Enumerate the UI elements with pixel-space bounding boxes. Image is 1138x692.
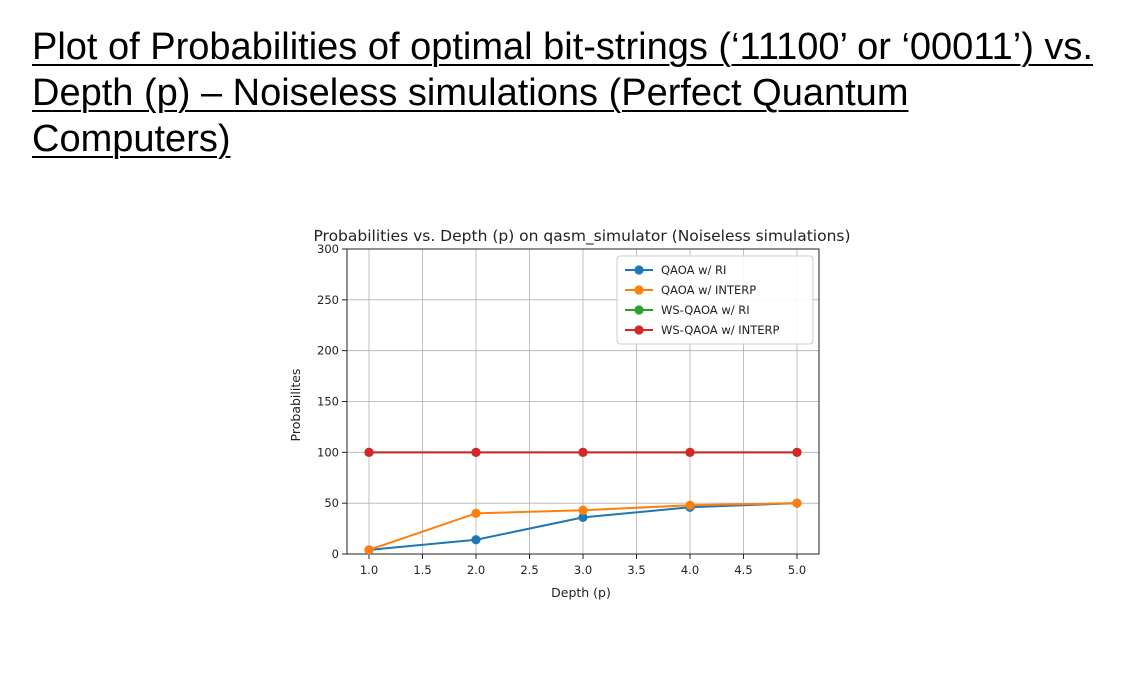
line-chart: Probabilities vs. Depth (p) on qasm_simu… [288,227,851,600]
y-tick-label: 150 [317,395,339,409]
data-point [578,447,588,457]
x-tick-label: 2.5 [520,563,538,577]
data-point [471,447,481,457]
x-tick-label: 5.0 [788,563,806,577]
data-point [364,545,374,555]
x-axis-label: Depth (p) [551,585,611,600]
data-point [792,498,802,508]
data-point [578,505,588,515]
axes: 1.0 1.5 2.0 2.5 3.0 3.5 4.0 4.5 5.0 0 50 100 150 200 2… [317,242,820,577]
x-tick-label: 2.0 [467,563,485,577]
x-tick-label: 3.0 [574,563,592,577]
data-point [792,447,802,457]
data-point [471,535,481,545]
chart-title: Probabilities vs. Depth (p) on qasm_simu… [313,227,850,246]
y-tick-label: 250 [317,293,339,307]
y-tick-label: 300 [317,242,339,256]
legend: QAOA w/ RI QAOA w/ INTERP WS-QAOA w/ RI WS-… [616,255,814,345]
data-point [685,447,695,457]
y-tick-label: 50 [324,496,339,510]
y-tick-label: 0 [332,547,339,561]
x-tick-label: 1.0 [360,563,378,577]
legend-label: QAOA w/ RI [661,263,726,277]
data-point [578,512,588,522]
y-tick-label: 200 [317,344,339,358]
plot-frame [346,248,820,555]
legend-marker [634,265,644,275]
legend-marker [634,285,644,295]
x-tick-label: 3.5 [627,563,645,577]
legend-label: QAOA w/ INTERP [661,283,756,297]
x-tick-label: 4.5 [734,563,752,577]
x-tick-label: 1.5 [413,563,431,577]
legend-label: WS-QAOA w/ RI [661,303,750,317]
y-axis-label: Probabilites [288,369,303,442]
legend-box [616,255,814,345]
legend-label: WS-QAOA w/ INTERP [661,323,780,337]
data-point [364,447,374,457]
legend-marker [634,325,644,335]
slide-title: Plot of Probabilities of optimal bit-str… [32,26,1093,160]
chart-container: Probabilities vs. Depth (p) on qasm_simu… [270,218,890,610]
y-tick-label: 100 [317,445,339,459]
data-point [471,508,481,518]
x-tick-label: 4.0 [681,563,699,577]
legend-marker [634,305,644,315]
series-lines [364,447,802,555]
data-point [685,500,695,510]
